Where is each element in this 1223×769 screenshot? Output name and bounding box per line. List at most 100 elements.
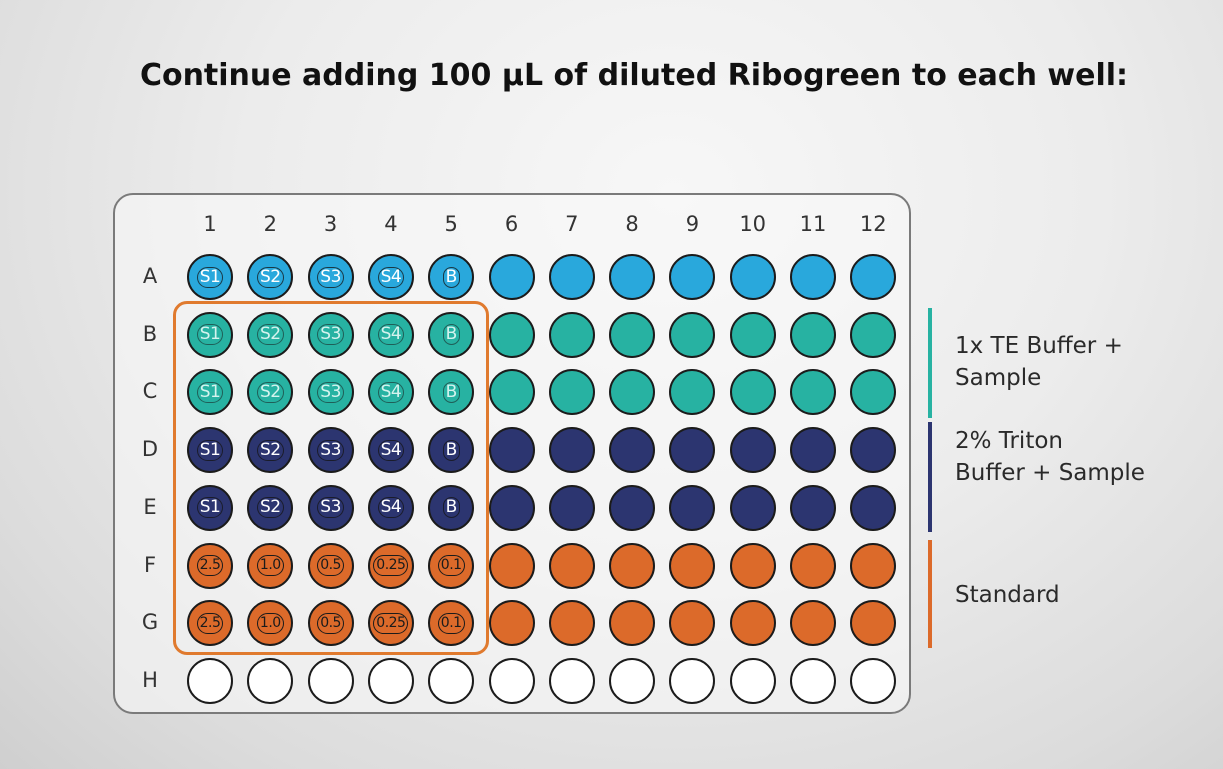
well-H6 (488, 657, 535, 704)
well-B4: S4 (367, 311, 414, 358)
well-D5: B (428, 427, 475, 474)
column-label-11: 11 (799, 212, 827, 236)
well-A4: S4 (367, 254, 414, 300)
well-A12 (850, 254, 897, 300)
well-C11 (790, 369, 836, 416)
well-B3: S3 (307, 311, 354, 358)
well-E6 (488, 484, 535, 531)
well-A2: S2 (247, 254, 294, 300)
well-label-A1: S1 (196, 266, 224, 288)
legend-triton-line1: 2% Triton (955, 428, 1063, 454)
well-label-E4: S4 (377, 497, 405, 519)
well-C2: S2 (247, 369, 294, 416)
well-D8 (609, 427, 656, 474)
well-D1: S1 (187, 427, 233, 474)
well-label-A2: S2 (256, 266, 284, 288)
well-G9 (669, 600, 716, 647)
well-A5: B (428, 254, 475, 300)
well-label-C2: S2 (256, 381, 284, 403)
legend-triton: 2% Triton Buffer + Sample (955, 425, 1145, 489)
well-label-D2: S2 (256, 439, 284, 461)
well-D7 (548, 427, 595, 474)
page-title: Continue adding 100 µL of diluted Ribogr… (139, 58, 1129, 93)
well-F10 (729, 542, 776, 589)
well-B5: B (428, 311, 475, 358)
well-C6 (488, 369, 535, 416)
column-label-9: 9 (685, 212, 700, 236)
column-label-2: 2 (263, 212, 277, 236)
well-D9 (669, 427, 716, 474)
column-label-1: 1 (203, 212, 217, 236)
well-G2: 1.0 (247, 600, 294, 647)
legend-te-buffer-line1: 1x TE Buffer + (955, 333, 1123, 359)
well-B9 (669, 311, 716, 358)
column-label-5: 5 (444, 212, 458, 236)
well-label-D5: B (442, 439, 460, 461)
well-E4: S4 (367, 484, 414, 531)
well-D11 (790, 427, 836, 474)
well-E1: S1 (187, 484, 233, 531)
well-F12 (850, 542, 897, 589)
well-H2 (247, 657, 294, 704)
well-G10 (729, 600, 776, 647)
well-A10 (729, 254, 776, 300)
legend-te-buffer-line2: Sample (955, 365, 1042, 391)
well-E8 (609, 484, 656, 531)
well-C1: S1 (187, 369, 233, 416)
row-label-E: E (143, 494, 157, 519)
well-label-G1: 2.5 (196, 612, 224, 634)
well-H3 (307, 657, 354, 704)
well-G11 (790, 600, 836, 647)
legend-bar-standard (928, 540, 932, 648)
well-A9 (669, 254, 716, 300)
column-label-6: 6 (504, 212, 519, 236)
well-label-B1: S1 (196, 324, 224, 346)
legend-te-buffer: 1x TE Buffer + Sample (955, 330, 1123, 394)
column-label-10: 10 (739, 212, 767, 236)
well-F3: 0.5 (307, 542, 354, 589)
well-label-A3: S3 (317, 266, 344, 288)
row-label-B: B (142, 321, 158, 346)
well-C9 (669, 369, 716, 416)
well-label-B4: S4 (377, 324, 405, 346)
well-H8 (609, 657, 656, 704)
well-label-D4: S4 (377, 439, 405, 461)
well-label-E1: S1 (196, 497, 224, 519)
row-label-H: H (142, 667, 158, 692)
well-F9 (669, 542, 716, 589)
well-G12 (850, 600, 897, 647)
well-H7 (548, 657, 595, 704)
well-label-A5: B (442, 266, 460, 288)
well-F1: 2.5 (187, 542, 233, 589)
well-E7 (548, 484, 595, 531)
well-C8 (609, 369, 656, 416)
well-F4: 0.25 (367, 542, 414, 589)
well-A7 (548, 254, 595, 300)
well-A8 (609, 254, 656, 300)
well-E3: S3 (307, 484, 354, 531)
well-label-F4: 0.25 (373, 555, 409, 576)
well-C10 (729, 369, 776, 416)
well-G6 (488, 600, 535, 647)
well-B6 (488, 311, 535, 358)
well-B8 (609, 311, 656, 358)
well-A1: S1 (187, 254, 233, 300)
well-A3: S3 (307, 254, 354, 300)
well-H12 (850, 657, 897, 704)
well-G8 (609, 600, 656, 647)
well-F2: 1.0 (247, 542, 294, 589)
row-label-F: F (143, 552, 157, 577)
well-label-G2: 1.0 (256, 612, 284, 634)
well-G5: 0.1 (428, 600, 475, 647)
well-H1 (187, 657, 233, 704)
column-label-8: 8 (625, 212, 639, 236)
well-C4: S4 (367, 369, 414, 416)
row-label-D: D (141, 437, 159, 462)
well-E12 (850, 484, 897, 531)
column-label-12: 12 (859, 212, 887, 236)
well-F7 (548, 542, 595, 589)
well-E2: S2 (247, 484, 294, 531)
well-B2: S2 (247, 311, 294, 358)
well-B12 (850, 311, 897, 358)
well-H4 (367, 657, 414, 704)
